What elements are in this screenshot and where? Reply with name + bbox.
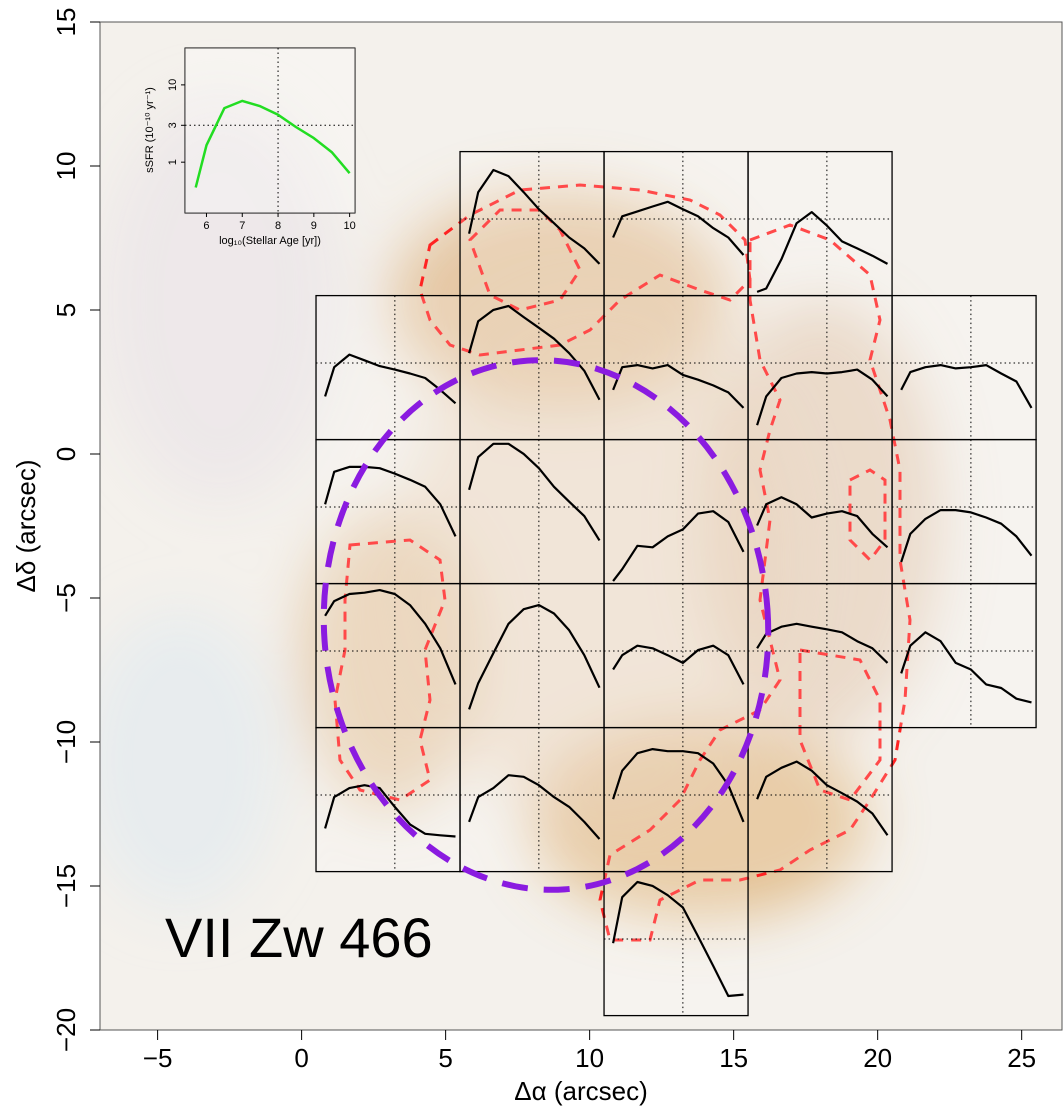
inset-x-tick-label: 7: [239, 220, 245, 232]
x-tick-label: 10: [575, 1043, 604, 1073]
inset-y-tick-label: 10: [167, 79, 179, 91]
panel: [604, 584, 748, 728]
y-tick-label: 15: [51, 8, 81, 37]
panel-frame: [604, 728, 748, 872]
inset-x-label: log₁₀(Stellar Age [yr]): [219, 235, 321, 247]
panel-frame: [748, 296, 892, 440]
panel: [316, 440, 460, 584]
figure: VII Zw 466 Δα (arcsec) Δδ (arcsec) log₁₀…: [0, 0, 1063, 1114]
x-tick-label: 0: [294, 1043, 308, 1073]
y-tick-label: 0: [51, 447, 81, 461]
y-tick-label: −5: [51, 583, 81, 613]
inset-x-tick-label: 10: [344, 220, 356, 232]
x-tick-label: 5: [438, 1043, 452, 1073]
panel-frame: [748, 440, 892, 584]
panel: [316, 296, 460, 440]
y-tick-label: 5: [51, 303, 81, 317]
y-tick-label: −20: [51, 1008, 81, 1052]
y-axis-label: Δδ (arcsec): [11, 460, 41, 593]
galaxy-label: VII Zw 466: [165, 906, 433, 969]
panel: [460, 152, 604, 296]
panel-frame: [892, 584, 1036, 728]
panel: [604, 872, 748, 1016]
x-tick-label: 20: [863, 1043, 892, 1073]
y-tick-label: −15: [51, 864, 81, 908]
x-tick-label: −5: [143, 1043, 173, 1073]
panel: [892, 296, 1036, 440]
x-axis-label: Δα (arcsec): [514, 1076, 648, 1106]
panel-frame: [748, 152, 892, 296]
panel-frame: [604, 152, 748, 296]
x-tick-label: 25: [1007, 1043, 1036, 1073]
x-tick-label: 15: [719, 1043, 748, 1073]
panel: [892, 584, 1036, 728]
panel: [604, 152, 748, 296]
panel: [748, 440, 892, 584]
panel: [748, 728, 892, 872]
inset-y-tick-label: 1: [167, 159, 179, 165]
panel: [748, 152, 892, 296]
inset-x-tick-label: 8: [275, 220, 281, 232]
inset-x-tick-label: 9: [311, 220, 317, 232]
panel: [460, 728, 604, 872]
panel: [748, 296, 892, 440]
panel-frame: [460, 152, 604, 296]
inset-y-tick-label: 3: [167, 122, 179, 128]
panel-frame: [748, 728, 892, 872]
panel-frame: [460, 728, 604, 872]
panel: [316, 584, 460, 728]
panel-frame: [316, 440, 460, 584]
inset-y-label: sSFR (10⁻¹⁰ yr⁻¹): [144, 87, 156, 173]
panel: [460, 584, 604, 728]
panel-frame: [316, 584, 460, 728]
panel-frame: [460, 584, 604, 728]
panel: [604, 728, 748, 872]
panel: [460, 440, 604, 584]
inset-x-tick-label: 6: [203, 220, 209, 232]
panel: [892, 440, 1036, 584]
panel-frame: [604, 584, 748, 728]
inset-background: [185, 48, 355, 213]
y-tick-label: 10: [51, 152, 81, 181]
y-tick-label: −10: [51, 720, 81, 764]
panel: [604, 440, 748, 584]
